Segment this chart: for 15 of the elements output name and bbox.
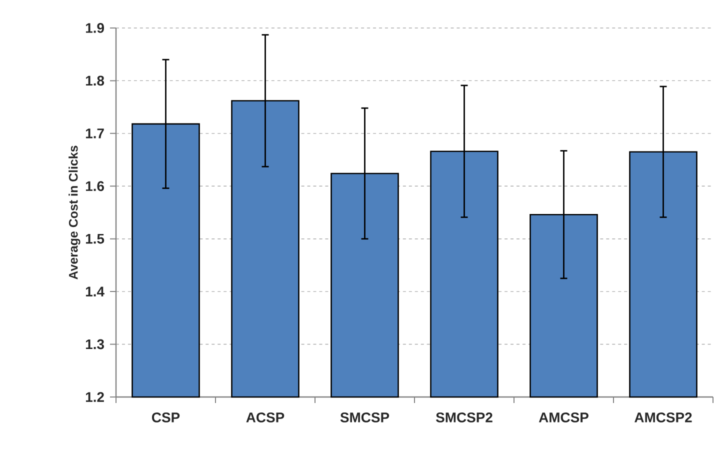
x-tick-label: AMCSP (538, 412, 588, 422)
x-tick-label: CSP (152, 412, 180, 422)
y-tick-label: 1.3 (86, 339, 104, 350)
y-axis-title: Average Cost in Clicks (68, 146, 80, 280)
y-tick-label: 1.4 (86, 286, 104, 296)
y-tick-label: 1.2 (86, 392, 104, 402)
y-tick-label: 1.7 (86, 128, 104, 138)
x-tick-label: SMCSP2 (436, 412, 492, 422)
x-tick-label: AMCSP2 (634, 412, 692, 422)
y-tick-label: 1.5 (86, 234, 104, 244)
y-tick-label: 1.6 (86, 181, 104, 192)
y-tick-label: 1.8 (86, 76, 104, 86)
x-tick-label: SMCSP (340, 412, 390, 422)
y-tick-label: 1.9 (86, 23, 104, 33)
x-tick-label: ACSP (246, 412, 284, 422)
